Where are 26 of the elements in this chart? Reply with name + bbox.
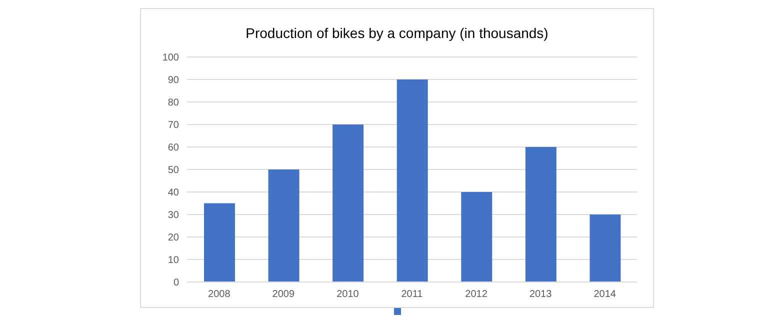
y-tick-label: 70 — [168, 120, 180, 132]
y-tick-label: 100 — [162, 52, 180, 64]
y-tick-label: 40 — [168, 188, 180, 199]
bar — [590, 214, 621, 282]
y-tick-label: 0 — [173, 278, 180, 289]
y-tick-label: 30 — [168, 210, 180, 222]
y-tick-label: 80 — [168, 98, 180, 109]
x-tick-label: 2010 — [336, 289, 360, 300]
bar — [525, 147, 556, 282]
x-tick-label: 2014 — [594, 289, 616, 300]
y-tick-label: 20 — [168, 232, 180, 244]
x-tick-label: 2008 — [208, 289, 231, 300]
bar — [396, 80, 428, 282]
bar — [332, 124, 364, 282]
y-tick-label: 60 — [168, 142, 180, 154]
x-tick-label: 2011 — [401, 289, 424, 300]
x-tick-label: 2013 — [529, 289, 552, 300]
y-tick-label: 50 — [168, 165, 180, 176]
x-tick-label: 2009 — [272, 289, 295, 300]
bar — [268, 170, 300, 282]
chart-title: Production of bikes by a company (in thousands) — [244, 24, 550, 43]
x-tick-label: 2012 — [465, 289, 488, 300]
y-tick-label: 10 — [168, 255, 180, 266]
bar — [461, 192, 492, 282]
bar — [204, 203, 235, 282]
y-tick-label: 90 — [168, 75, 180, 86]
